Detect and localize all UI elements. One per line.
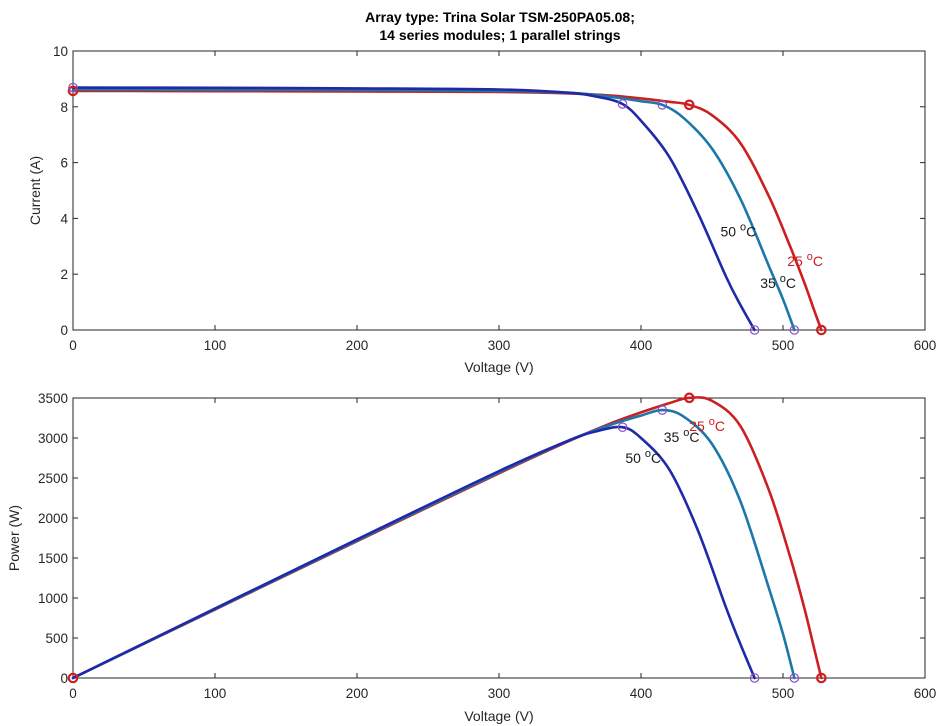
y-tick-label: 1000 bbox=[38, 591, 68, 606]
annotation-degree: o bbox=[709, 416, 715, 428]
series-line-35c bbox=[71, 88, 796, 332]
annotation-value: 35 bbox=[664, 429, 683, 445]
series-line-50c bbox=[71, 425, 756, 680]
x-tick-label: 100 bbox=[204, 338, 227, 353]
x-tick-label: 500 bbox=[772, 686, 795, 701]
y-axis-label: Current (A) bbox=[27, 156, 43, 225]
annotation-value: 35 bbox=[760, 275, 779, 291]
annotation-unit: C bbox=[651, 450, 661, 466]
point-marker-35c bbox=[657, 100, 668, 110]
series-annotation-25c: 25 oC bbox=[787, 251, 823, 269]
series-line-50c bbox=[71, 86, 756, 332]
annotation-degree: o bbox=[780, 273, 786, 285]
x-tick-label: 600 bbox=[914, 338, 937, 353]
y-tick-label: 0 bbox=[60, 671, 68, 686]
point-marker-25c bbox=[683, 392, 695, 404]
plot-area bbox=[72, 50, 926, 331]
point-marker-50c bbox=[617, 422, 628, 432]
series-line-25c bbox=[71, 89, 823, 332]
y-tick-label: 2500 bbox=[38, 471, 68, 486]
annotation-unit: C bbox=[813, 253, 823, 269]
figure-title-line2: 14 series modules; 1 parallel strings bbox=[379, 27, 620, 43]
point-marker-50c bbox=[617, 99, 628, 109]
x-tick-label: 400 bbox=[630, 338, 653, 353]
x-tick-label: 500 bbox=[772, 338, 795, 353]
annotation-unit: C bbox=[689, 429, 699, 445]
annotation-degree: o bbox=[645, 448, 651, 460]
plot-area bbox=[72, 397, 926, 679]
y-tick-label: 8 bbox=[60, 100, 68, 115]
x-tick-label: 200 bbox=[346, 338, 369, 353]
annotation-degree: o bbox=[807, 251, 813, 263]
x-tick-label: 100 bbox=[204, 686, 227, 701]
y-tick-label: 500 bbox=[45, 631, 68, 646]
x-tick-label: 400 bbox=[630, 686, 653, 701]
annotation-degree: o bbox=[740, 222, 746, 234]
series-annotation-50c: 50 oC bbox=[721, 222, 757, 240]
x-tick-label: 600 bbox=[914, 686, 937, 701]
y-tick-label: 4 bbox=[60, 211, 68, 226]
point-marker-50c bbox=[68, 82, 78, 93]
y-tick-label: 10 bbox=[53, 44, 68, 59]
x-axis-label: Voltage (V) bbox=[464, 708, 533, 724]
point-marker-50c bbox=[749, 673, 760, 683]
x-axis-label: Voltage (V) bbox=[464, 359, 533, 375]
point-marker-50c bbox=[749, 325, 760, 335]
x-tick-label: 0 bbox=[69, 686, 77, 701]
series-annotation-50c: 50 oC bbox=[625, 448, 661, 466]
annotation-value: 50 bbox=[625, 450, 644, 466]
point-marker-25c bbox=[683, 99, 695, 111]
annotation-value: 25 bbox=[689, 418, 708, 434]
series-annotation-25c: 25 oC bbox=[689, 416, 725, 434]
x-tick-label: 300 bbox=[488, 338, 511, 353]
point-marker-25c bbox=[816, 672, 827, 684]
point-marker-35c bbox=[789, 325, 800, 335]
point-marker-35c bbox=[789, 673, 800, 683]
y-tick-label: 6 bbox=[60, 156, 68, 171]
power-voltage-plot: 0 100 200 300 400 500 600 0 500 1000 1500 2000 2500 3… bbox=[6, 391, 936, 724]
y-axis-label: Power (W) bbox=[6, 505, 22, 571]
annotation-unit: C bbox=[746, 224, 756, 240]
annotation-unit: C bbox=[786, 275, 796, 291]
x-tick-label: 0 bbox=[69, 338, 77, 353]
y-tick-label: 2000 bbox=[38, 511, 68, 526]
figure-title-line1: Array type: Trina Solar TSM-250PA05.08; bbox=[365, 9, 635, 25]
annotation-degree: o bbox=[683, 427, 689, 439]
y-tick-label: 1500 bbox=[38, 551, 68, 566]
current-voltage-plot: 0 100 200 300 400 500 600 0 2 4 6 8 10 Voltage (V) Cur… bbox=[27, 44, 936, 375]
y-tick-label: 3000 bbox=[38, 431, 68, 446]
point-marker-25c bbox=[67, 85, 79, 97]
annotation-unit: C bbox=[715, 418, 725, 434]
annotation-value: 25 bbox=[787, 253, 806, 269]
point-marker-35c bbox=[657, 405, 668, 415]
x-tick-label: 200 bbox=[346, 686, 369, 701]
x-tick-label: 300 bbox=[488, 686, 511, 701]
point-marker-25c bbox=[67, 672, 79, 684]
annotation-value: 50 bbox=[721, 224, 740, 240]
y-tick-label: 0 bbox=[60, 323, 68, 338]
y-tick-label: 2 bbox=[60, 267, 68, 282]
y-tick-label: 3500 bbox=[38, 391, 68, 406]
point-marker-25c bbox=[816, 324, 827, 336]
series-annotation-35c: 35 oC bbox=[760, 273, 796, 291]
series-annotation-35c: 35 oC bbox=[664, 427, 700, 445]
